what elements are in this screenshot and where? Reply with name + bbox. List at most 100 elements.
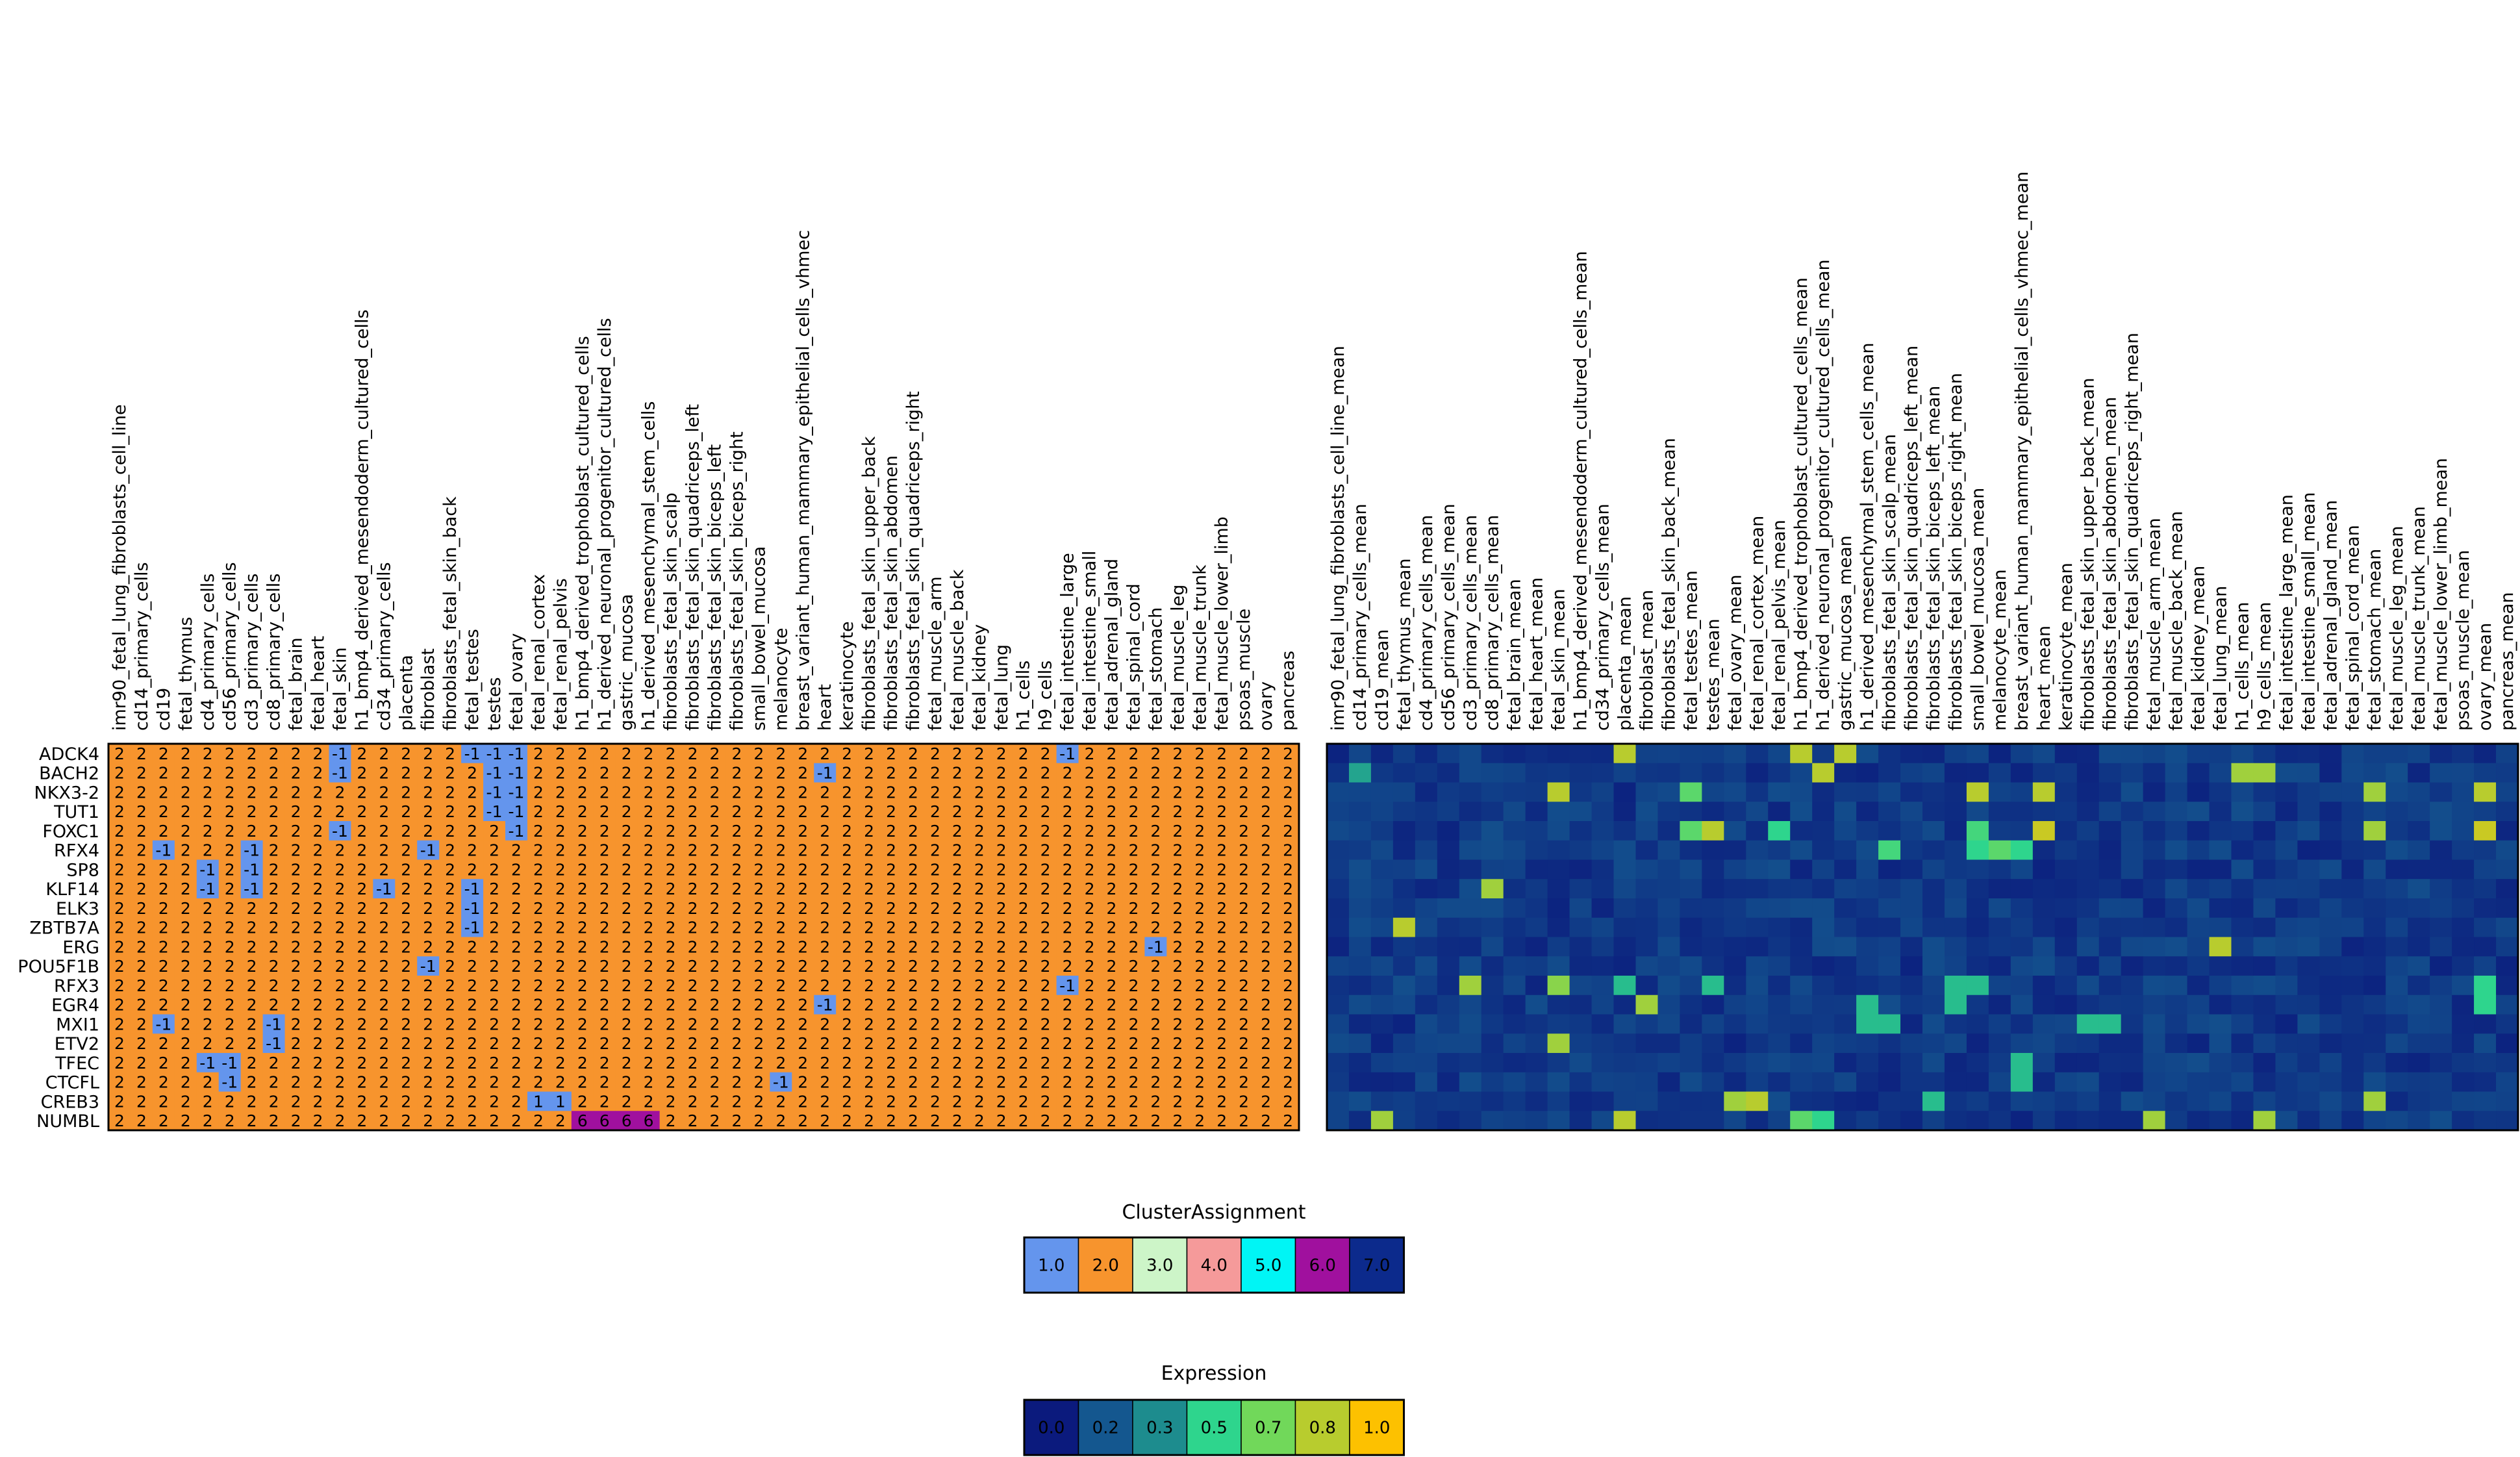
expression-cell (2474, 879, 2497, 899)
expression-cell (2187, 898, 2210, 919)
heatmap-cell (703, 840, 726, 860)
cell-value: 2 (996, 841, 1007, 860)
cell-value: 2 (1261, 1073, 1271, 1092)
heatmap-cell (483, 782, 506, 802)
cell-value: 2 (952, 783, 963, 802)
heatmap-cell (1233, 802, 1255, 822)
expression-cell (2121, 782, 2144, 802)
expression-cell (1922, 1111, 1945, 1131)
cell-value: 2 (401, 937, 411, 956)
expression-cell (1392, 763, 1416, 783)
expression-cell (2341, 1033, 2364, 1054)
expression-cell (2408, 1111, 2430, 1131)
cell-value: 2 (357, 976, 367, 995)
column-label: cd56_primary_cells_mean (1439, 503, 1459, 731)
cell-value: 2 (775, 919, 786, 937)
column-label: keratinocyte_mean (2056, 563, 2076, 731)
expression-cell (2121, 763, 2144, 783)
cell-value: 2 (313, 764, 323, 783)
expression-cell (2187, 1014, 2210, 1034)
expression-cell (2209, 1111, 2232, 1131)
expression-cell (1569, 1053, 1593, 1073)
expression-cell (2054, 995, 2078, 1015)
heatmap-cell (1078, 744, 1101, 764)
expression-cell (1702, 782, 1724, 802)
cell-value: 2 (842, 764, 852, 783)
cell-value: 2 (1150, 976, 1161, 995)
expression-cell (1635, 1053, 1658, 1073)
cell-value: 2 (666, 802, 676, 821)
expression-cell (1481, 840, 1504, 860)
cell-value: 2 (1216, 802, 1227, 821)
expression-cell (1392, 976, 1416, 996)
cell-value: 2 (666, 899, 676, 918)
expression-cell (2452, 937, 2475, 957)
expression-cell (1392, 898, 1416, 919)
expression-cell (1680, 782, 1702, 802)
cell-value: 2 (313, 802, 323, 821)
expression-cell (2209, 840, 2232, 860)
expression-cell (2010, 763, 2034, 783)
cell-value: 2 (1128, 899, 1139, 918)
cell-value: 2 (1063, 860, 1073, 879)
cell-value: 2 (1040, 1054, 1051, 1072)
cell-value: 2 (357, 937, 367, 956)
cell-value: 2 (1283, 744, 1293, 763)
cell-value: 2 (710, 1111, 720, 1130)
expression-cell (2430, 937, 2452, 957)
cell-value: 2 (1107, 996, 1117, 1015)
cell-value: 2 (798, 822, 808, 841)
expression-cell (2253, 1072, 2276, 1092)
expression-cell (1503, 898, 1526, 919)
cell-value: 2 (158, 976, 169, 995)
heatmap-cell (1255, 744, 1278, 764)
cell-value: 2 (379, 744, 389, 763)
heatmap-cell (373, 840, 396, 860)
cell-value: 2 (666, 1111, 676, 1130)
heatmap-cell (946, 782, 969, 802)
cell-value: 2 (930, 860, 940, 879)
cell-value: 2 (136, 764, 147, 783)
heatmap-cell (196, 744, 220, 764)
expression-cell (2121, 937, 2144, 957)
expression-cell (1768, 1053, 1791, 1073)
cell-value: 2 (1172, 976, 1183, 995)
expression-cell (2054, 1033, 2078, 1054)
expression-cell (2341, 898, 2364, 919)
heatmap-cell (968, 879, 991, 899)
cell-value: 2 (1018, 880, 1029, 898)
cell-value: 2 (1128, 976, 1139, 995)
expression-cell (2408, 1033, 2430, 1054)
heatmap-cell (461, 821, 484, 841)
expression-cell (2408, 744, 2430, 764)
column-label: fetal_muscle_lower_limb_mean (2431, 458, 2451, 731)
expression-cell (2452, 1111, 2475, 1131)
column-label: fibroblasts_fetal_skin_quadriceps_right (903, 391, 924, 731)
cell-value: 2 (820, 1034, 830, 1053)
cell-value: 2 (753, 919, 764, 937)
heatmap-cell (593, 782, 616, 802)
expression-cell (2098, 744, 2122, 764)
legend-label: 0.8 (1309, 1419, 1336, 1438)
column-label: fibroblasts_fetal_skin_quadriceps_right_… (2123, 333, 2143, 731)
cell-value: 2 (269, 957, 279, 976)
expression-cell (2010, 1053, 2034, 1073)
expression-cell (1856, 744, 1879, 764)
expression-cell (2165, 1033, 2188, 1054)
heatmap-cell (1078, 859, 1101, 880)
cell-value: 2 (467, 1054, 477, 1072)
cell-value: 2 (886, 1092, 896, 1111)
heatmap-cell (174, 744, 197, 764)
expression-cell (1966, 1091, 1989, 1111)
heatmap-cell (351, 744, 373, 764)
column-label: fetal_ovary (507, 633, 527, 731)
cell-value: -1 (1148, 937, 1164, 956)
cell-value: 2 (666, 1073, 676, 1092)
expression-cell (2076, 1053, 2100, 1073)
row-label: NKX3-2 (34, 783, 100, 803)
cell-value: 2 (181, 783, 191, 802)
heatmap-cell (858, 763, 881, 783)
expression-cell (1657, 1014, 1680, 1034)
expression-cell (2474, 782, 2497, 802)
expression-cell (2165, 879, 2188, 899)
